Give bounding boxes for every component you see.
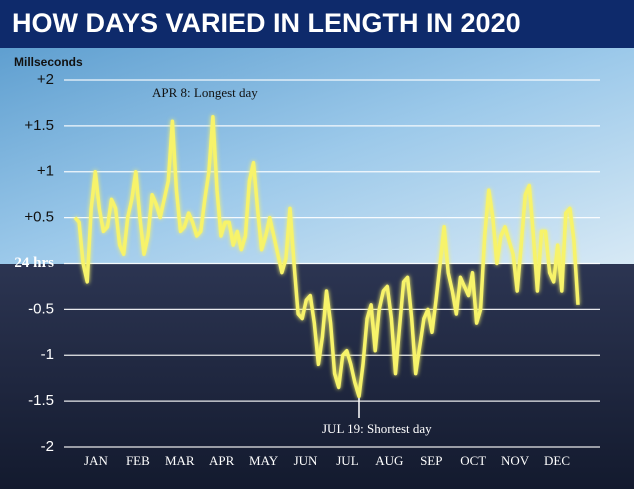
y-tick-label: +1.5 bbox=[24, 117, 54, 134]
x-tick-label: JUN bbox=[294, 453, 318, 468]
annotation-longest: APR 8: Longest day bbox=[152, 85, 258, 100]
x-tick-label: FEB bbox=[126, 453, 150, 468]
y-axis-label: Millseconds bbox=[14, 55, 83, 69]
x-tick-label: MAY bbox=[249, 453, 279, 468]
x-tick-label: OCT bbox=[460, 453, 486, 468]
plot bbox=[73, 114, 580, 399]
x-tick-label: DEC bbox=[544, 453, 570, 468]
x-tick-label: SEP bbox=[420, 453, 442, 468]
x-tick-label: JAN bbox=[84, 453, 108, 468]
x-tick-label: APR bbox=[209, 453, 235, 468]
x-tick-label: MAR bbox=[165, 453, 195, 468]
data-line bbox=[73, 114, 580, 399]
x-tick-label: NOV bbox=[501, 453, 530, 468]
chart-title: HOW DAYS VARIED IN LENGTH IN 2020 bbox=[12, 8, 521, 38]
title-bar bbox=[0, 0, 634, 48]
x-tick-label: AUG bbox=[375, 453, 403, 468]
grid: +2 +1.5 +1 +0.5 24 hrs -0.5 -1 -1.5 -2 JAN FEB MAR A… bbox=[14, 71, 600, 468]
y-tick-label: +0.5 bbox=[24, 209, 54, 226]
y-tick-label: +1 bbox=[37, 163, 54, 180]
y-tick-label: -1.5 bbox=[28, 392, 54, 409]
y-tick-label: -2 bbox=[41, 438, 54, 455]
x-tick-label: JUL bbox=[336, 453, 358, 468]
y-tick-label: +2 bbox=[37, 71, 54, 88]
annotation-shortest: JUL 19: Shortest day bbox=[322, 421, 432, 436]
y-tick-label: -1 bbox=[41, 346, 54, 363]
y-tick-label: -0.5 bbox=[28, 300, 54, 317]
night-background bbox=[0, 264, 634, 489]
y-tick-label: 24 hrs bbox=[14, 255, 54, 271]
